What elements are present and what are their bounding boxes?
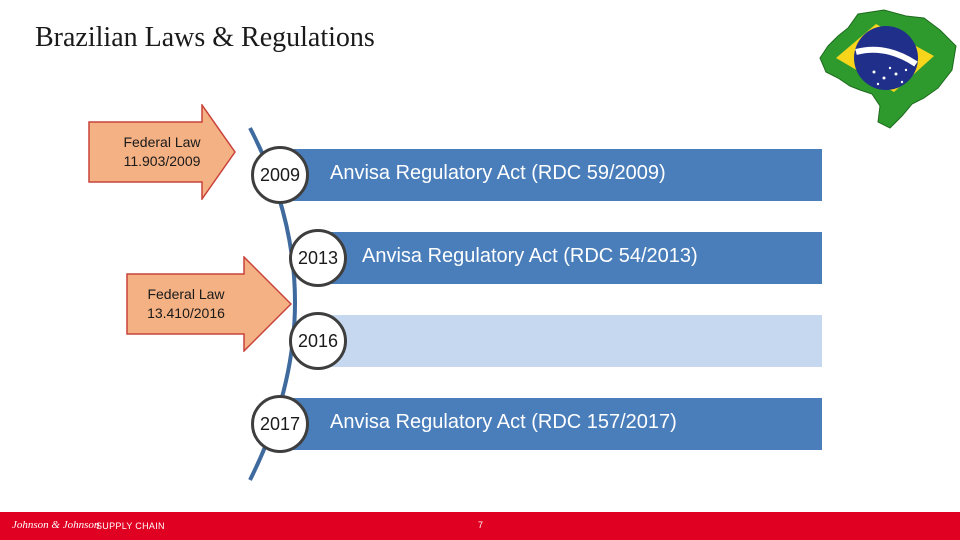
timeline-bar-2016	[322, 315, 822, 367]
year-circle-2013: 2013	[289, 229, 347, 287]
year-circle-2017: 2017	[251, 395, 309, 453]
year-circle-2016: 2016	[289, 312, 347, 370]
company-logo: Johnson & Johnson	[12, 519, 100, 531]
arrow-label-line1: Federal Law	[147, 286, 225, 302]
arrow-shape-icon	[126, 256, 292, 352]
arrow-label-line2: 11.903/2009	[123, 153, 201, 169]
timeline-bar-2013: Anvisa Regulatory Act (RDC 54/2013)	[322, 232, 822, 284]
timeline-text-2013: Anvisa Regulatory Act (RDC 54/2013)	[362, 245, 698, 267]
arrow-label-line1: Federal Law	[123, 134, 201, 150]
federal-law-arrow-2009: Federal Law 11.903/2009	[88, 104, 236, 200]
page-number: 7	[478, 520, 484, 530]
federal-law-arrow-2016: Federal Law 13.410/2016	[126, 256, 292, 352]
timeline-text-2017: Anvisa Regulatory Act (RDC 157/2017)	[330, 411, 677, 433]
arrow-label-line2: 13.410/2016	[147, 305, 225, 321]
arrow-shape-icon	[88, 104, 236, 200]
slide-title: Brazilian Laws & Regulations	[35, 22, 375, 53]
footer-bar: Johnson & Johnson SUPPLY CHAIN 7	[0, 512, 960, 540]
timeline-bar-2009: Anvisa Regulatory Act (RDC 59/2009)	[290, 149, 822, 201]
footer-subtitle: SUPPLY CHAIN	[96, 521, 165, 531]
year-circle-2009: 2009	[251, 146, 309, 204]
timeline-text-2009: Anvisa Regulatory Act (RDC 59/2009)	[330, 162, 666, 184]
brazil-flag-map-image	[819, 9, 957, 129]
timeline-bar-2017: Anvisa Regulatory Act (RDC 157/2017)	[290, 398, 822, 450]
